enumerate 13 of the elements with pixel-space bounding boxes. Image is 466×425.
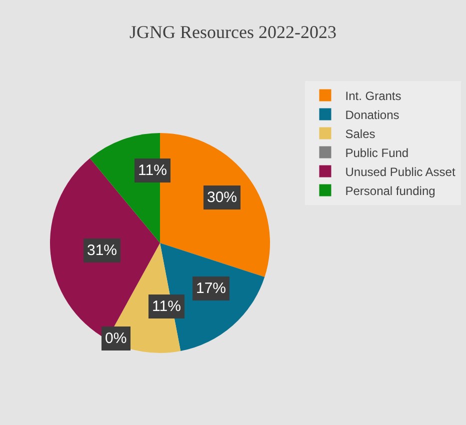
chart-title: JGNG Resources 2022-2023 <box>130 22 336 42</box>
legend-label: Public Fund <box>345 146 409 160</box>
legend-label: Sales <box>345 126 376 141</box>
data-label: 11% <box>152 298 181 315</box>
legend-label: Donations <box>345 108 400 122</box>
legend-label: Personal funding <box>345 184 436 198</box>
data-label: 17% <box>196 280 226 297</box>
data-label: 30% <box>207 189 238 206</box>
data-label: 11% <box>138 162 167 179</box>
data-label: 31% <box>87 242 118 259</box>
legend-label: Unused Public Asset <box>345 164 456 179</box>
text: 0% <box>105 330 127 347</box>
legend-label: Int. Grants <box>345 88 402 103</box>
